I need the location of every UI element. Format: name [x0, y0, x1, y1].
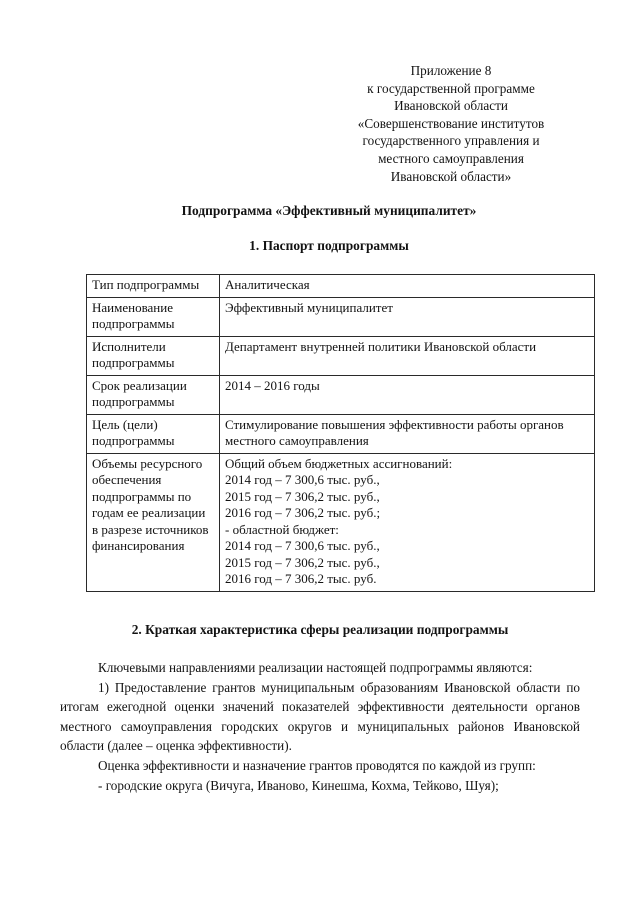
header-line-region: Ивановской области	[394, 98, 508, 114]
table-row: Наименование подпрограммы Эффективный му…	[86, 296, 595, 337]
table-cell-value: Эффективный муниципалитет	[219, 296, 595, 337]
table-cell-label: Цель (цели) подпрограммы	[86, 413, 220, 454]
table-row: Цель (цели) подпрограммы Стимулирование …	[86, 413, 595, 454]
paragraph-key-directions: Ключевыми направлениями реализации насто…	[98, 660, 533, 675]
body-text: Ключевыми направлениями реализации насто…	[60, 658, 580, 795]
header-line-program: к государственной программе	[367, 80, 535, 96]
header-line-appendix: Приложение 8	[410, 63, 492, 78]
table-cell-label: Исполнители подпрограммы	[86, 335, 220, 376]
table-cell-label: Объемы ресурсного обеспечения подпрограм…	[86, 452, 220, 592]
section-heading-passport: 1. Паспорт подпрограммы	[249, 238, 409, 253]
paragraph-grants: 1) Предоставление грантов муниципальным …	[60, 679, 580, 754]
table-cell-label: Тип подпрограммы	[86, 274, 220, 298]
header-line-program-name-1: «Совершенствование институтов	[357, 115, 545, 131]
table-cell-label: Срок реализации подпрограммы	[86, 374, 220, 415]
page-title: Подпрограмма «Эффективный муниципалитет»	[181, 203, 477, 218]
table-row: Срок реализации подпрограммы 2014 – 2016…	[86, 374, 595, 415]
table-cell-value: Департамент внутренней политики Ивановск…	[219, 335, 595, 376]
table-cell-value: Стимулирование повышения эффективности р…	[219, 413, 595, 454]
table-cell-value: 2014 – 2016 годы	[219, 374, 595, 415]
table-cell-label: Наименование подпрограммы	[86, 296, 220, 337]
table-cell-value: Аналитическая	[219, 274, 595, 298]
header-line-program-name-2: государственного управления и	[362, 133, 540, 149]
table-row: Исполнители подпрограммы Департамент вну…	[86, 335, 595, 376]
paragraph-assessment: Оценка эффективности и назначение гранто…	[98, 757, 536, 773]
header-line-program-name-3: местного самоуправления	[378, 150, 524, 166]
section-heading-characteristics: 2. Краткая характеристика сферы реализац…	[131, 622, 509, 637]
paragraph-urban-districts: - городские округа (Вичуга, Иваново, Кин…	[98, 777, 499, 793]
header-line-program-name-4: Ивановской области»	[390, 168, 512, 184]
table-cell-value: Общий объем бюджетных ассигнований: 2014…	[219, 452, 595, 592]
passport-table: Тип подпрограммы Аналитическая Наименова…	[86, 274, 595, 592]
table-row: Тип подпрограммы Аналитическая	[86, 274, 595, 298]
table-row: Объемы ресурсного обеспечения подпрограм…	[86, 452, 595, 592]
document-header-block: Приложение 8 к государственной программе…	[330, 62, 572, 185]
